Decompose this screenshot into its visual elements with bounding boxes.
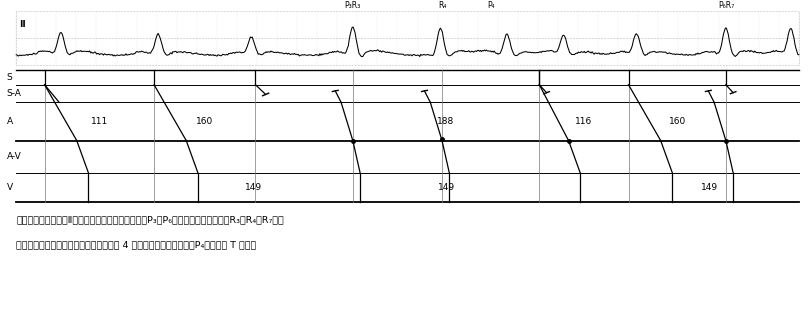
Text: A: A bbox=[6, 117, 13, 126]
Text: S: S bbox=[6, 73, 12, 82]
Text: A-V: A-V bbox=[6, 152, 21, 161]
Text: P₄: P₄ bbox=[487, 1, 495, 10]
Text: 111: 111 bbox=[91, 117, 108, 126]
Text: 160: 160 bbox=[668, 117, 686, 126]
Text: 116: 116 bbox=[575, 117, 593, 126]
Text: II: II bbox=[19, 20, 26, 29]
Text: 149: 149 bbox=[245, 183, 262, 192]
Text: 窦性心动过缓，二度Ⅱ型窦房传导阴滞，房性逃搊（P₃、P₆），房室交接性逃搊（R₃、R₄，R₇），: 窦性心动过缓，二度Ⅱ型窦房传导阴滞，房性逃搊（P₃、P₆），房室交接性逃搊（R₃… bbox=[16, 215, 284, 225]
Text: P₆R₇: P₆R₇ bbox=[718, 1, 734, 10]
Text: P₃R₃: P₃R₃ bbox=[345, 1, 361, 10]
Text: 160: 160 bbox=[196, 117, 213, 126]
Text: V: V bbox=[6, 183, 13, 192]
Text: 房性逃搊揭示窦性并行心律（窦房交接区 4 相性阰滞），窦性夺获（P₄），轻度 T 波改变: 房性逃搊揭示窦性并行心律（窦房交接区 4 相性阰滞），窦性夺获（P₄），轻度 T… bbox=[16, 240, 256, 249]
Text: 149: 149 bbox=[701, 183, 719, 192]
Text: R₄: R₄ bbox=[438, 1, 446, 10]
Text: 188: 188 bbox=[437, 117, 455, 126]
Text: 149: 149 bbox=[437, 183, 455, 192]
Text: S-A: S-A bbox=[6, 89, 21, 98]
